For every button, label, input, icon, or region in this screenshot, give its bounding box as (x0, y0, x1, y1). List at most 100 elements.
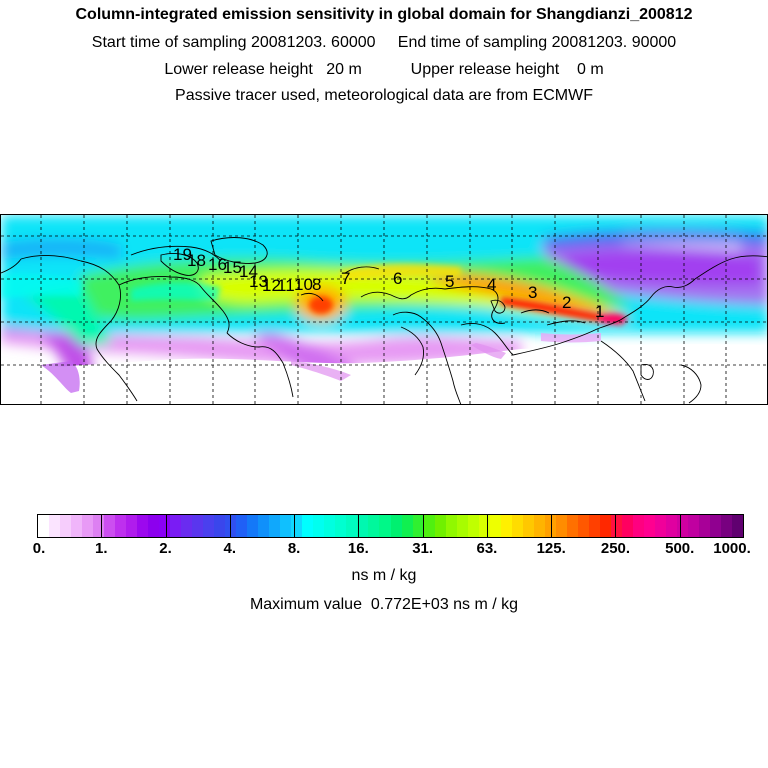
colorbar-cell (467, 515, 479, 537)
colorbar-tick-mark (486, 515, 488, 537)
colorbar-cell (346, 515, 358, 537)
trajectory-label: 15 (223, 258, 242, 277)
colorbar-cell (170, 515, 182, 537)
colorbar-tick-label: 500. (665, 540, 695, 557)
colorbar-cell (423, 515, 435, 537)
colorbar-tick-mark (294, 515, 296, 537)
colorbar-cell (313, 515, 325, 537)
colorbar-tick-label: 250. (600, 540, 631, 557)
maximum-value-text: Maximum value 0.772E+03 ns m / kg (249, 596, 519, 613)
colorbar-cell (71, 515, 83, 537)
trajectory-label: 1 (595, 302, 604, 321)
colorbar-cell (269, 515, 281, 537)
colorbar-cell (291, 515, 303, 537)
colorbar-cell (445, 515, 457, 537)
colorbar-cell (82, 515, 94, 537)
colorbar-cell (456, 515, 468, 537)
colorbar-cell (379, 515, 391, 537)
colorbar-tick-label: 125. (536, 540, 566, 557)
colorbar-cell (511, 515, 523, 537)
colorbar-cell (555, 515, 567, 537)
colorbar-cell (324, 515, 336, 537)
colorbar-tick-mark (551, 515, 553, 537)
coastlines (1, 237, 767, 404)
colorbar-cell (192, 515, 204, 537)
colorbar-tick-label: 31. (412, 540, 434, 557)
trajectory-label: 16 (208, 255, 227, 274)
plot-title: Column-integrated emission sensitivity i… (75, 6, 693, 23)
sensitivity-field (1, 215, 767, 404)
colorbar-cell (335, 515, 347, 537)
colorbar-cell (280, 515, 292, 537)
colorbar-cell (258, 515, 270, 537)
trajectory-label: 10 (294, 275, 313, 294)
colorbar-cell (654, 515, 666, 537)
trajectory-label: 4 (487, 275, 496, 294)
colorbar-cell (709, 515, 721, 537)
trajectory-label: 3 (528, 283, 537, 302)
colorbar-cell (60, 515, 72, 537)
colorbar (37, 514, 744, 538)
colorbar-cell (148, 515, 160, 537)
colorbar-tick-mark (165, 515, 167, 537)
colorbar-cell (159, 515, 171, 537)
colorbar-cell (676, 515, 688, 537)
colorbar-tick-label: 16. (347, 540, 369, 557)
colorbar-tick-labels: 0. 1. 2. 4. 8. 16. 31. 63. 125. 250. 500. 1000. (0, 540, 768, 560)
colorbar-tick-label: 8. (287, 540, 301, 557)
trajectory-label: 5 (445, 272, 454, 291)
colorbar-cell (236, 515, 248, 537)
colorbar-cell (390, 515, 402, 537)
colorbar-cell (434, 515, 446, 537)
colorbar-cell (731, 515, 743, 537)
colorbar-cell (126, 515, 138, 537)
colorbar-cell (632, 515, 644, 537)
colorbar-cell (214, 515, 226, 537)
colorbar-tick-mark (422, 515, 424, 537)
colorbar-cell (401, 515, 413, 537)
colorbar-unit-label: ns m / kg (351, 567, 417, 584)
colorbar-cell (115, 515, 127, 537)
colorbar-tick-mark (358, 515, 360, 537)
colorbar-cell (544, 515, 556, 537)
colorbar-tick-mark (615, 515, 617, 537)
colorbar-cell (203, 515, 215, 537)
colorbar-cell (522, 515, 534, 537)
colorbar-tick-label: 63. (476, 540, 498, 557)
trajectory-label: 19 (173, 245, 192, 264)
colorbar-cell (533, 515, 545, 537)
colorbar-cell (38, 515, 50, 537)
colorbar-cell (104, 515, 116, 537)
trajectory-label: 14 (239, 262, 258, 281)
map-canvas: 1 2 3 4 5 6 7 8 10 11 12 13 14 15 16 18 … (1, 215, 767, 404)
colorbar-cell (93, 515, 105, 537)
lat-lon-grid (1, 215, 767, 404)
trajectory-label: 11 (277, 276, 295, 295)
colorbar-tick-label: 1000. (713, 540, 751, 557)
colorbar-cell (643, 515, 655, 537)
colorbar-cell (412, 515, 424, 537)
trajectory-label: 7 (341, 269, 350, 288)
colorbar-tick-label: 0. (32, 540, 46, 557)
colorbar-cell (588, 515, 600, 537)
colorbar-cell (577, 515, 589, 537)
colorbar-cell (500, 515, 512, 537)
trajectory-label: 12 (262, 276, 281, 295)
trajectory-label: 18 (187, 251, 206, 270)
sampling-time-line: Start time of sampling 20081203. 60000 E… (91, 34, 677, 51)
colorbar-cell (720, 515, 732, 537)
trajectory-label: 2 (562, 293, 571, 312)
trajectory-label: 8 (312, 275, 321, 294)
colorbar-cell (368, 515, 380, 537)
release-height-line: Lower release height 20 m Upper release … (164, 61, 604, 78)
colorbar-cell (478, 515, 490, 537)
colorbar-cell (566, 515, 578, 537)
colorbar-cell (181, 515, 193, 537)
colorbar-cell (687, 515, 699, 537)
colorbar-cell (599, 515, 611, 537)
colorbar-cell (357, 515, 369, 537)
colorbar-tick-label: 4. (223, 540, 237, 557)
colorbar-cell (621, 515, 633, 537)
colorbar-cell (489, 515, 501, 537)
colorbar-cell (698, 515, 710, 537)
